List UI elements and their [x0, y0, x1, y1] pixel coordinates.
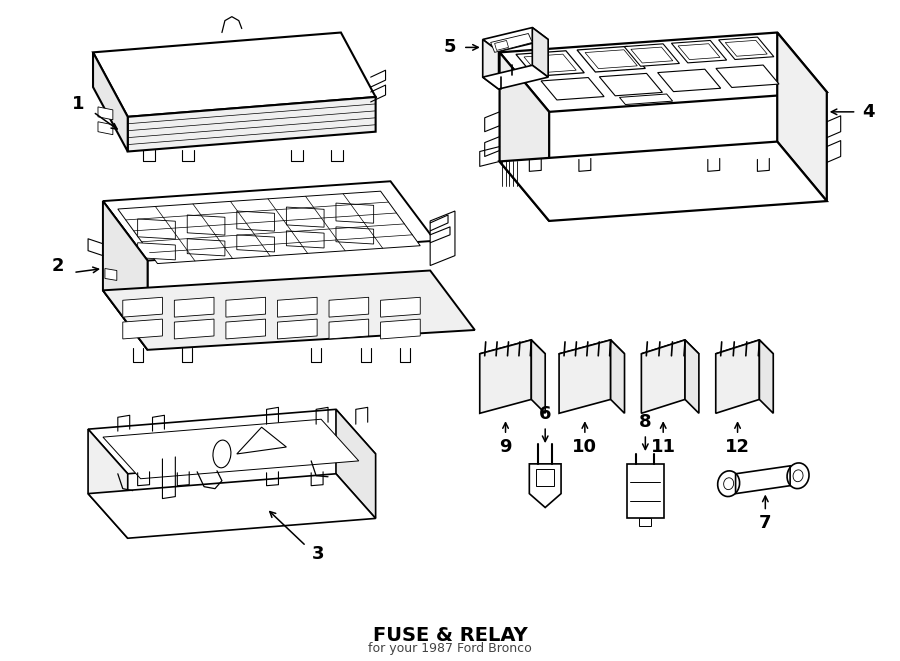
Polygon shape	[718, 37, 774, 59]
Polygon shape	[760, 340, 773, 413]
Polygon shape	[286, 207, 324, 227]
Polygon shape	[610, 340, 625, 413]
Polygon shape	[500, 141, 827, 221]
Polygon shape	[716, 65, 779, 87]
Polygon shape	[516, 51, 584, 77]
Polygon shape	[585, 50, 637, 69]
Polygon shape	[495, 40, 508, 50]
Polygon shape	[187, 215, 225, 235]
Polygon shape	[88, 474, 375, 538]
Polygon shape	[138, 243, 176, 260]
Polygon shape	[128, 97, 375, 151]
Polygon shape	[685, 340, 699, 413]
Polygon shape	[639, 518, 652, 526]
Polygon shape	[175, 319, 214, 339]
Polygon shape	[237, 211, 274, 231]
Text: FUSE & RELAY: FUSE & RELAY	[373, 627, 527, 645]
Polygon shape	[277, 297, 317, 317]
Polygon shape	[599, 73, 662, 96]
Polygon shape	[735, 466, 790, 494]
Polygon shape	[175, 297, 214, 317]
Polygon shape	[671, 40, 726, 63]
Polygon shape	[480, 340, 531, 413]
Polygon shape	[329, 319, 369, 339]
Polygon shape	[105, 268, 117, 280]
Polygon shape	[541, 77, 604, 100]
Polygon shape	[642, 340, 699, 368]
Polygon shape	[491, 34, 532, 52]
Text: 8: 8	[639, 413, 652, 431]
Text: 9: 9	[500, 438, 512, 456]
Polygon shape	[103, 419, 359, 479]
Polygon shape	[103, 201, 148, 350]
Text: 3: 3	[312, 545, 324, 563]
Polygon shape	[536, 469, 554, 486]
Text: 4: 4	[862, 103, 875, 121]
Polygon shape	[716, 340, 760, 413]
Polygon shape	[524, 54, 576, 73]
Polygon shape	[482, 65, 548, 89]
Polygon shape	[480, 340, 545, 368]
Text: 6: 6	[539, 405, 552, 423]
Polygon shape	[482, 28, 548, 52]
Text: 5: 5	[444, 38, 456, 56]
Polygon shape	[226, 297, 266, 317]
Text: 11: 11	[651, 438, 676, 456]
Polygon shape	[88, 429, 128, 538]
Text: 1: 1	[72, 95, 85, 113]
Polygon shape	[658, 69, 721, 92]
Polygon shape	[336, 203, 374, 223]
Polygon shape	[277, 319, 317, 339]
Polygon shape	[103, 270, 475, 350]
Polygon shape	[237, 235, 274, 252]
Polygon shape	[122, 297, 162, 317]
Polygon shape	[187, 239, 225, 256]
Polygon shape	[118, 191, 420, 264]
Polygon shape	[725, 40, 767, 56]
Text: 10: 10	[572, 438, 598, 456]
Polygon shape	[559, 340, 610, 413]
Polygon shape	[226, 319, 266, 339]
Polygon shape	[678, 44, 720, 59]
Polygon shape	[482, 40, 499, 89]
Polygon shape	[286, 231, 324, 248]
Polygon shape	[626, 464, 664, 518]
Polygon shape	[532, 28, 548, 77]
Polygon shape	[500, 52, 549, 221]
Polygon shape	[500, 32, 827, 112]
Polygon shape	[381, 297, 420, 317]
Text: 7: 7	[759, 514, 771, 532]
Text: 2: 2	[52, 256, 65, 274]
Polygon shape	[138, 219, 176, 239]
Polygon shape	[336, 227, 374, 244]
Text: for your 1987 Ford Bronco: for your 1987 Ford Bronco	[368, 642, 532, 655]
Polygon shape	[103, 201, 148, 350]
Polygon shape	[336, 409, 375, 518]
Polygon shape	[625, 44, 680, 66]
Polygon shape	[619, 94, 672, 104]
Polygon shape	[778, 32, 827, 201]
Polygon shape	[237, 427, 286, 454]
Polygon shape	[716, 340, 773, 368]
Polygon shape	[329, 297, 369, 317]
Polygon shape	[93, 52, 128, 151]
Polygon shape	[88, 409, 375, 474]
Polygon shape	[103, 181, 435, 260]
Polygon shape	[631, 47, 673, 63]
Polygon shape	[98, 107, 112, 120]
Polygon shape	[529, 464, 561, 508]
Polygon shape	[531, 340, 545, 413]
Polygon shape	[430, 211, 455, 266]
Text: 12: 12	[725, 438, 750, 456]
Polygon shape	[93, 32, 375, 117]
Polygon shape	[642, 340, 685, 413]
Polygon shape	[98, 122, 112, 135]
Polygon shape	[122, 319, 162, 339]
Polygon shape	[577, 46, 645, 72]
Polygon shape	[381, 319, 420, 339]
Polygon shape	[559, 340, 625, 368]
